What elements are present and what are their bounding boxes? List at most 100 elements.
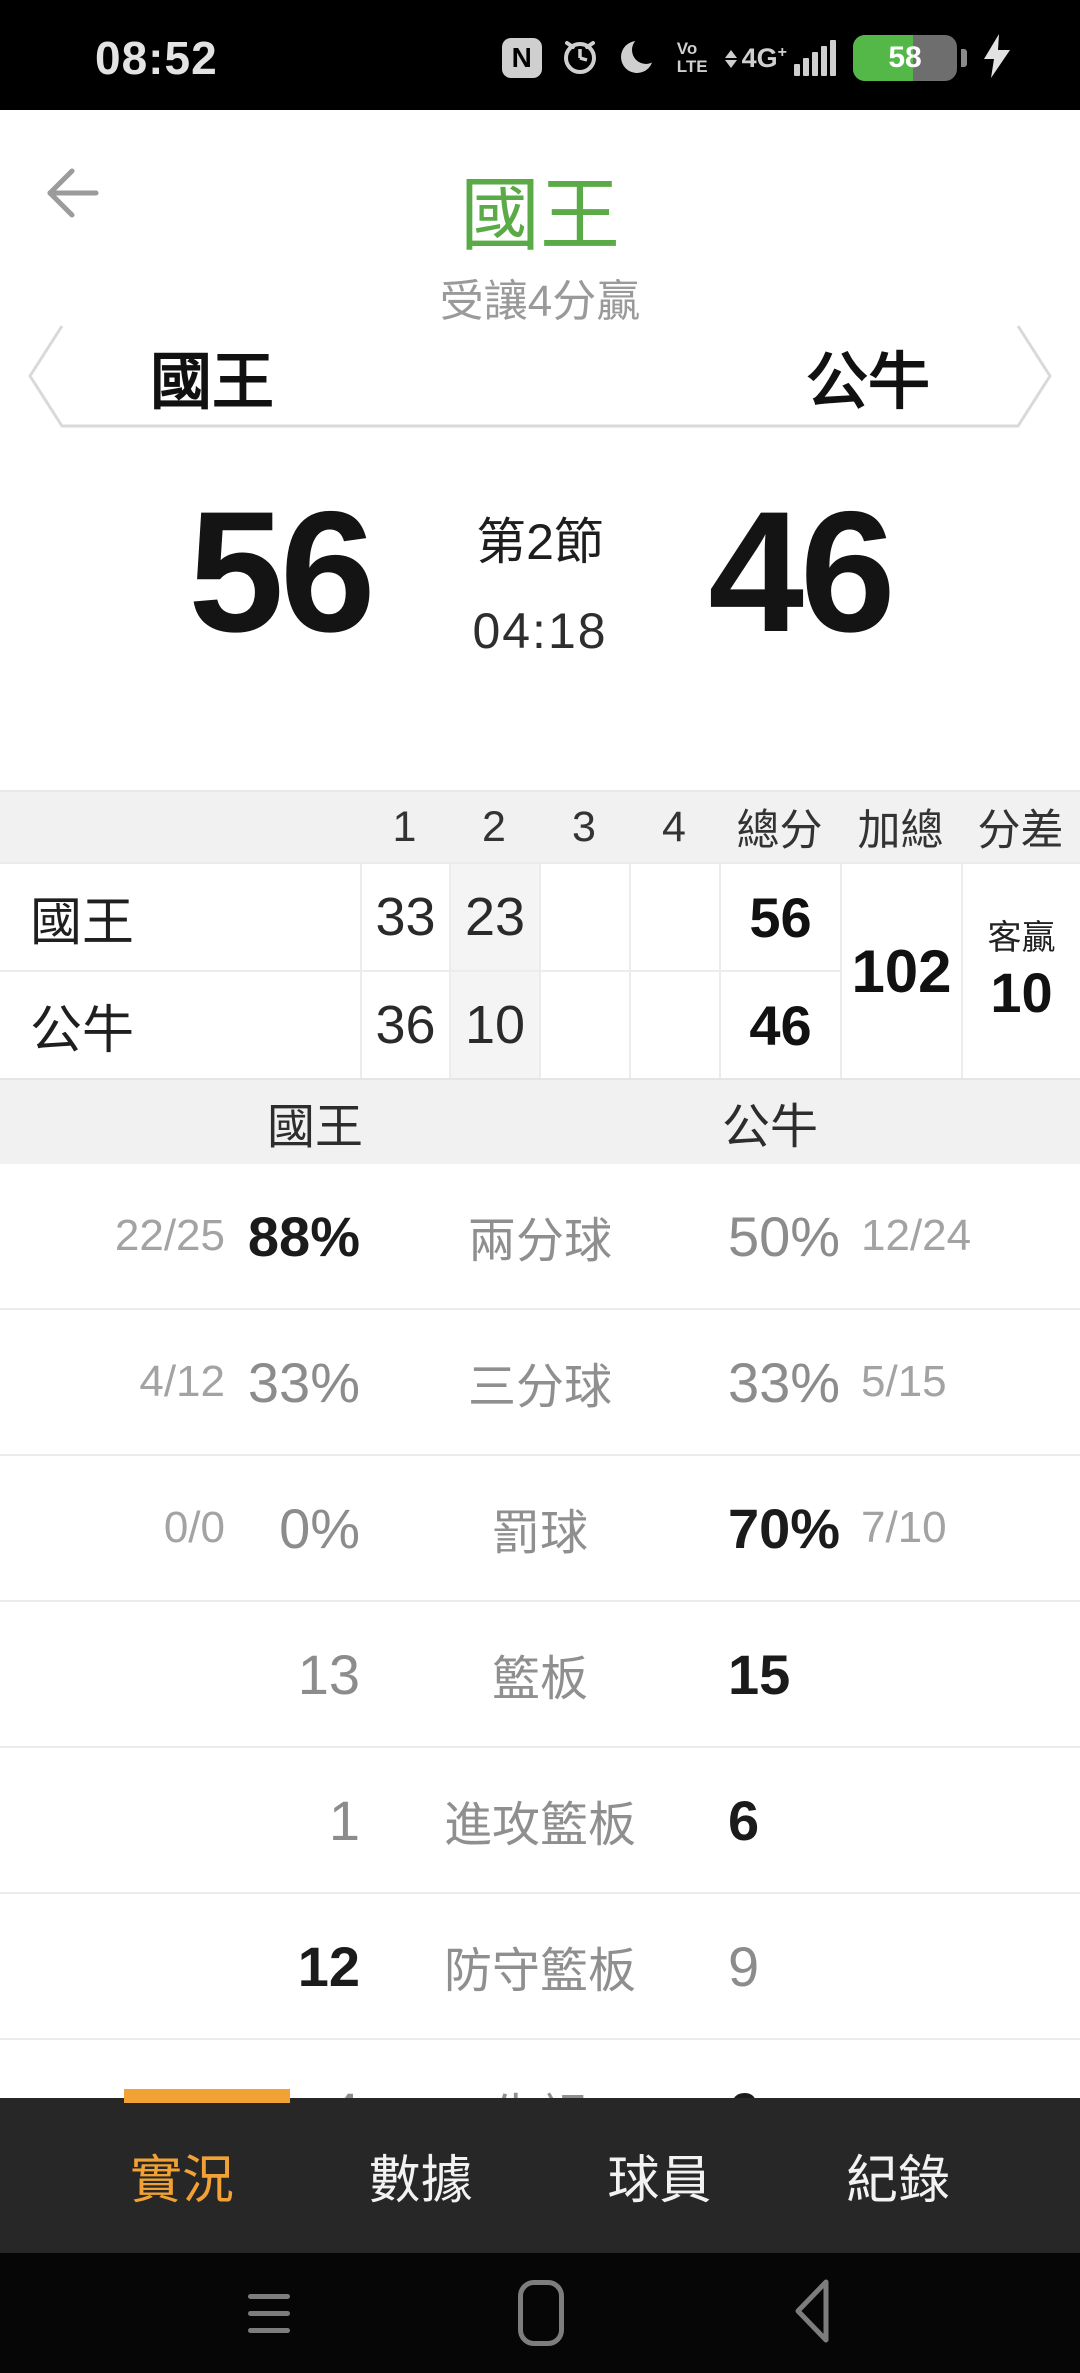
qtable-header-sum: 加總	[840, 792, 961, 862]
qtable-header-q4: 4	[629, 792, 719, 862]
stat-label: 罰球	[491, 1507, 588, 1560]
stat-label: 防守籃板	[443, 1945, 636, 1998]
network-type-label: 4G+	[741, 43, 787, 73]
tab-players[interactable]: 球員	[607, 2152, 712, 2210]
main-content: 國王 受讓4分贏 國王 公牛 56 第2節 04:18 46 1 2	[0, 110, 1080, 2098]
next-chevron-icon[interactable]	[1000, 324, 1060, 428]
away-stat-value: 33%	[728, 1350, 841, 1414]
back-button[interactable]	[38, 160, 104, 226]
qtable-home-q1: 33	[360, 862, 449, 970]
data-arrows-icon	[724, 50, 737, 68]
qtable-home-q4	[629, 862, 719, 970]
home-stat-value: 0%	[279, 1496, 360, 1560]
stats-home-team: 國王	[266, 1101, 363, 1154]
qtable-header-q2: 2	[449, 792, 539, 862]
home-stat-value: 1	[328, 1788, 360, 1852]
home-made-attempts: 4/12	[139, 1357, 225, 1406]
signal-bars-icon	[794, 40, 836, 76]
stats-header: 國王 公牛	[0, 1078, 1080, 1164]
qtable-header-total: 總分	[719, 792, 840, 862]
qtable-combined-total: 102	[840, 862, 961, 1078]
stat-label: 失誤	[360, 2077, 720, 2098]
volte-line1: Vo	[676, 39, 698, 58]
qtable-diff-cell: 客贏 10	[961, 862, 1080, 1078]
stat-label: 三分球	[467, 1361, 612, 1414]
stat-row-turnovers: 4 失誤 6	[0, 2040, 1080, 2099]
qtable-away-q3	[539, 970, 629, 1078]
stat-label: 進攻籃板	[443, 1799, 636, 1852]
prev-chevron-icon[interactable]	[20, 324, 80, 428]
tab-stats[interactable]: 數據	[368, 2152, 473, 2210]
home-button[interactable]	[518, 2280, 564, 2346]
home-score: 56	[188, 476, 375, 668]
home-stat-value: 12	[297, 1934, 360, 1998]
battery-icon: 58	[853, 35, 957, 81]
clock-time: 08:52	[95, 32, 218, 84]
stat-row-free-throws: 0/0 0% 罰球 70% 7/10	[0, 1456, 1080, 1602]
active-tab-indicator	[124, 2089, 290, 2103]
qtable-header-q1: 1	[360, 792, 449, 862]
away-made-attempts: 5/15	[861, 1357, 947, 1406]
battery-percent: 58	[888, 41, 922, 74]
status-bar: 08:52 N Vo LTE	[0, 0, 1080, 110]
signal-icon: 4G+	[724, 40, 836, 76]
stat-label: 籃板	[491, 1653, 588, 1706]
away-team-name: 公牛	[805, 348, 930, 417]
status-icons: N Vo LTE	[501, 33, 1010, 83]
scoreboard: 56 第2節 04:18 46	[0, 428, 1080, 790]
android-nav-bar	[0, 2253, 1080, 2373]
qtable-home-q3	[539, 862, 629, 970]
page-title: 國王	[460, 171, 620, 260]
battery-fill	[853, 35, 914, 81]
home-made-attempts: 22/25	[114, 1211, 225, 1260]
away-made-attempts: 12/24	[861, 1211, 972, 1260]
qtable-away-q4	[629, 970, 719, 1078]
tab-live[interactable]: 實況	[130, 2152, 235, 2210]
qtable-home-q2: 23	[449, 862, 539, 970]
tab-records[interactable]: 紀錄	[845, 2152, 950, 2210]
away-stat-value: 6	[720, 2080, 855, 2099]
nfc-icon: N	[501, 38, 542, 78]
away-stat-value: 70%	[728, 1496, 841, 1560]
bottom-tab-bar: 實況 數據 球員 紀錄	[0, 2089, 1080, 2253]
stat-row-two-pointers: 22/25 88% 兩分球 50% 12/24	[0, 1164, 1080, 1310]
handicap-subtitle: 受讓4分贏	[439, 277, 641, 326]
volte-line2: LTE	[676, 57, 708, 76]
away-made-attempts: 7/10	[861, 1503, 947, 1552]
qtable-away-q1: 36	[360, 970, 449, 1078]
alarm-icon	[559, 35, 601, 82]
stat-label: 兩分球	[467, 1215, 612, 1268]
volte-icon: Vo LTE	[677, 40, 708, 76]
game-clock-block: 第2節 04:18	[472, 486, 607, 790]
home-stat-value: 4	[225, 2080, 360, 2099]
matchup-banner[interactable]: 國王 公牛	[0, 324, 1080, 428]
qtable-away-q2: 10	[449, 970, 539, 1078]
stat-row-defensive-rebounds: 12 防守籃板 9	[0, 1894, 1080, 2040]
away-stat-value: 15	[728, 1642, 791, 1706]
period-label: 第2節	[476, 514, 604, 570]
back-nav-button[interactable]	[792, 2279, 832, 2348]
home-made-attempts: 0/0	[163, 1503, 225, 1552]
qtable-row-away-team: 公牛	[0, 970, 360, 1078]
diff-label: 客贏	[987, 919, 1056, 957]
battery-nub	[961, 49, 967, 67]
home-stat-value: 13	[297, 1642, 360, 1706]
qtable-row-home-team: 國王	[0, 862, 360, 970]
away-stat-value: 6	[728, 1788, 760, 1852]
qtable-header-diff: 分差	[961, 792, 1080, 862]
moon-icon	[618, 35, 660, 82]
app-header: 國王 受讓4分贏	[0, 110, 1080, 324]
diff-value: 10	[990, 961, 1053, 1024]
away-stat-value: 9	[728, 1934, 760, 1998]
stats-away-team: 公牛	[721, 1101, 818, 1154]
qtable-header-q3: 3	[539, 792, 629, 862]
stat-row-rebounds: 13 籃板 15	[0, 1602, 1080, 1748]
home-stat-value: 33%	[247, 1350, 360, 1414]
charging-bolt-icon	[984, 33, 1010, 83]
stat-row-offensive-rebounds: 1 進攻籃板 6	[0, 1748, 1080, 1894]
stat-row-three-pointers: 4/12 33% 三分球 33% 5/15	[0, 1310, 1080, 1456]
recents-button[interactable]	[248, 2293, 290, 2333]
game-clock: 04:18	[472, 603, 608, 659]
home-stat-value: 88%	[247, 1204, 360, 1268]
